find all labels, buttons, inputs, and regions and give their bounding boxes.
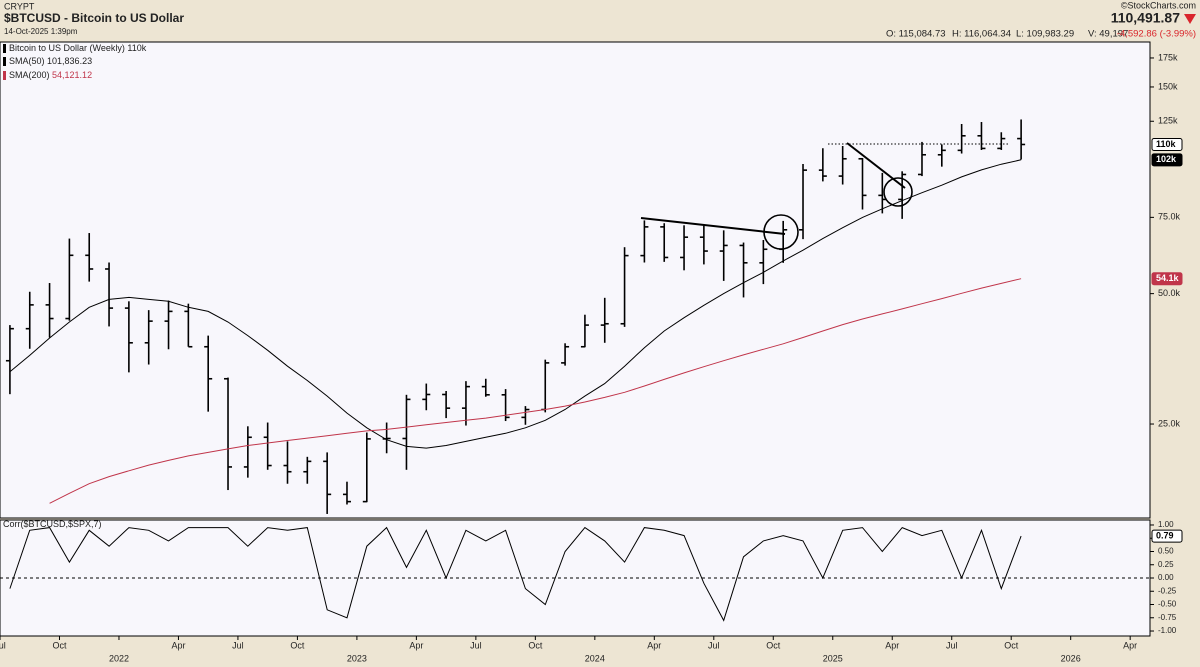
value-tag (1151, 137, 1183, 151)
x-tick-label: Apr (1123, 640, 1137, 650)
price-panel (0, 41, 1151, 519)
trendline (640, 217, 786, 235)
value-tag (1151, 272, 1183, 286)
x-tick-label: 2024 (585, 653, 605, 663)
legend-swatch (3, 57, 6, 66)
y-tick-label: 0.00 (1158, 573, 1174, 582)
x-tick-label: 2023 (347, 653, 367, 663)
y-tick-label: 75.0k (1158, 212, 1181, 222)
x-tick-label: Apr (409, 640, 423, 650)
annotation-circle (883, 177, 913, 207)
low: L: 109,983.29 (1016, 29, 1074, 40)
x-tick-label: Oct (290, 640, 305, 650)
last-price: 110,491.87 (1111, 10, 1181, 26)
legend-swatch (3, 71, 6, 80)
x-tick-label: Jul (470, 640, 482, 650)
x-tick-label: Jul (708, 640, 720, 650)
legend-name: SMA(50) (9, 56, 45, 66)
x-tick-label: Apr (171, 640, 185, 650)
x-tick-label: Oct (52, 640, 67, 650)
y-tick-label: 175k (1158, 52, 1178, 62)
legend-entry: SMA(50) 101,836.23 (9, 56, 92, 66)
x-tick-label: Jul (232, 640, 244, 650)
legend-value: 101,836.23 (47, 56, 92, 66)
value-tag (1151, 153, 1183, 167)
high: H: 116,064.34 (952, 29, 1011, 40)
corr-panel (0, 519, 1151, 637)
trendline (846, 142, 906, 189)
legend-entry: Bitcoin to US Dollar (Weekly) 110k (9, 43, 147, 53)
y-tick-label: 125k (1158, 116, 1178, 126)
x-tick-label: Oct (1004, 640, 1019, 650)
y-tick-label: 1.00 (1158, 520, 1174, 529)
y-tick-label: -1.00 (1158, 626, 1177, 635)
line (9, 526, 1022, 622)
legend-name: SMA(200) (9, 70, 50, 80)
value-tag (1151, 529, 1183, 543)
x-tick-label: Jul (0, 640, 6, 650)
annotations (640, 142, 1010, 250)
annotation-circle (763, 214, 799, 250)
exchange: CRYPT (4, 1, 35, 11)
x-tick-label: Apr (885, 640, 899, 650)
y-tick-label: -0.50 (1158, 600, 1177, 609)
x-tick-label: 2025 (823, 653, 843, 663)
x-tick-label: Jul (946, 640, 958, 650)
y-tick-label: 150k (1158, 81, 1178, 91)
legend-value: 54,121.12 (52, 70, 92, 80)
line (49, 278, 1022, 504)
y-tick-label: 25.0k (1158, 418, 1181, 428)
title: $BTCUSD - Bitcoin to US Dollar (4, 11, 184, 25)
legend-entry: SMA(200) 54,121.12 (9, 70, 92, 80)
y-tick-label: 50.0k (1158, 288, 1181, 298)
x-tick-label: Oct (528, 640, 543, 650)
value-tag-label: 110k (1156, 139, 1177, 149)
change: -4,592.86 (-3.99%) (1117, 29, 1196, 40)
down-arrow (1184, 14, 1196, 24)
x-tick-label: Apr (647, 640, 661, 650)
y-tick-label: 0.25 (1158, 560, 1174, 569)
value-tag-label: 102k (1156, 154, 1177, 164)
x-tick-label: Oct (766, 640, 781, 650)
legend-entry: Corr($BTCUSD,$SPX,7) (3, 519, 102, 529)
timestamp: 14-Oct-2025 1:39pm (4, 27, 78, 36)
legend-name: Corr($BTCUSD,$SPX,7) (3, 519, 102, 529)
line (9, 159, 1022, 449)
source: ©StockCharts.com (1121, 0, 1196, 10)
y-tick-label: -0.25 (1158, 586, 1177, 595)
y-tick-label: -0.75 (1158, 613, 1177, 622)
volume: V: 49,197 (1088, 29, 1128, 40)
legend-name: Bitcoin to US Dollar (Weekly) (9, 43, 125, 53)
legend-swatch (3, 44, 6, 53)
x-tick-label: 2026 (1061, 653, 1081, 663)
y-tick-label: 0.50 (1158, 547, 1174, 556)
open: O: 115,084.73 (886, 29, 946, 40)
legend-value: 110k (127, 43, 146, 53)
value-tag-label: 54.1k (1156, 273, 1180, 283)
x-tick-label: 2022 (109, 653, 129, 663)
value-tag-label: 0.79 (1156, 530, 1174, 540)
